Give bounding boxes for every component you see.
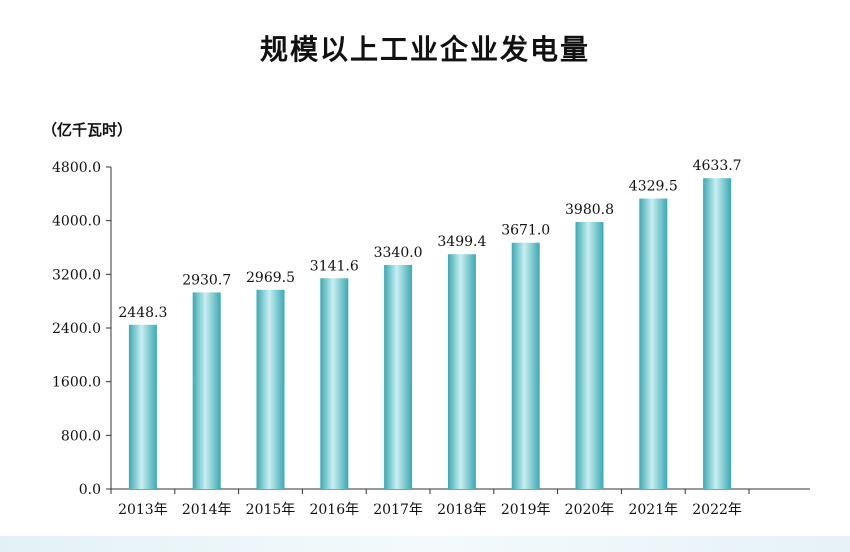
data-label: 4329.5 <box>629 179 678 195</box>
data-label: 3980.8 <box>565 202 614 218</box>
x-tick-label: 2014年 <box>182 502 232 518</box>
x-tick-label: 2013年 <box>118 502 168 518</box>
y-tick-label: 4800.0 <box>52 160 101 176</box>
x-tick-label: 2022年 <box>692 502 742 518</box>
bar <box>703 178 732 490</box>
chart-title: 规模以上工业企业发电量 <box>259 33 590 66</box>
data-label: 4633.7 <box>693 158 742 174</box>
y-tick-label: 0.0 <box>79 482 101 498</box>
y-tick-label: 800.0 <box>61 428 101 444</box>
bar <box>384 264 413 489</box>
bars-group <box>128 178 732 490</box>
y-tick-label: 2400.0 <box>52 321 101 337</box>
bar <box>511 242 540 489</box>
x-tick-label: 2018年 <box>437 502 487 518</box>
bar <box>256 289 285 489</box>
y-tick-label: 4000.0 <box>52 214 101 230</box>
y-tick-label: 3200.0 <box>52 267 101 283</box>
bar <box>128 324 157 489</box>
x-tick-label: 2019年 <box>501 502 551 518</box>
x-tick-label: 2017年 <box>373 502 423 518</box>
data-label: 3340.0 <box>374 245 423 261</box>
data-label: 2930.7 <box>182 272 231 288</box>
data-label: 2448.3 <box>118 305 167 321</box>
bar <box>320 278 349 489</box>
bar <box>639 198 668 489</box>
labels-group: 0.0 800.0 1600.0 2400.0 3200.0 4000.0 4800.0 24… <box>52 158 742 518</box>
bar <box>192 292 221 489</box>
decorative-bottom-band <box>0 536 850 552</box>
x-tick-label: 2020年 <box>565 502 615 518</box>
bar <box>447 254 476 489</box>
data-label: 3141.6 <box>310 258 359 274</box>
data-label: 2969.5 <box>246 270 295 286</box>
data-label: 3671.0 <box>501 223 550 239</box>
y-axis-unit-label: （亿千瓦时） <box>42 121 133 139</box>
bar <box>575 221 604 490</box>
x-tick-label: 2021年 <box>628 502 678 518</box>
y-tick-label: 1600.0 <box>52 375 101 391</box>
x-tick-label: 2016年 <box>309 502 359 518</box>
x-tick-label: 2015年 <box>246 502 296 518</box>
data-label: 3499.4 <box>437 234 486 250</box>
